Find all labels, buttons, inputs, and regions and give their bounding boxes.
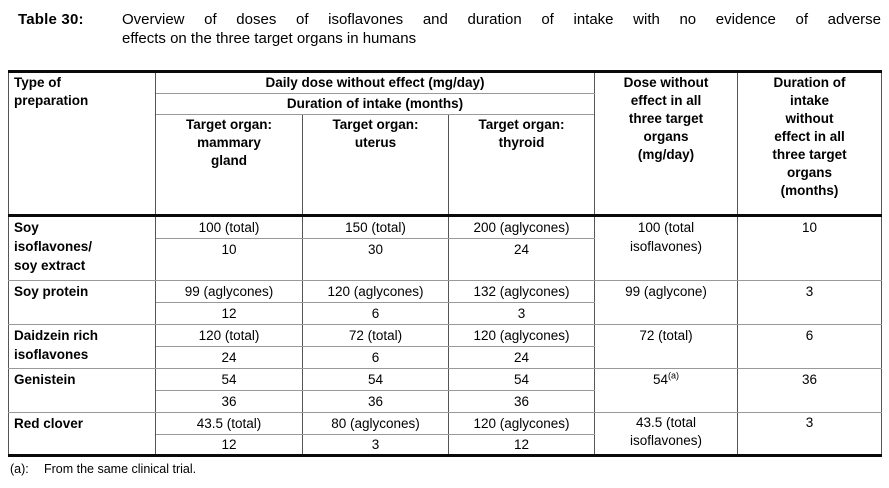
all-three-dose-cell: 72 (total) [594, 324, 738, 369]
preparation-cell: Red clover [8, 412, 156, 456]
uterus-dose-cell: 54 [302, 368, 449, 391]
all-three-duration-cell: 36 [737, 368, 882, 413]
col-header-thyroid: Target organ: thyroid [448, 114, 595, 217]
preparation-cell: Soy isoflavones/ soy extract [8, 215, 156, 281]
preparation-cell: Daidzein rich isoflavones [8, 324, 156, 369]
uterus-months-cell: 3 [302, 434, 449, 456]
col-header-all-three-dose: Dose without effect in all three target … [594, 71, 738, 217]
thyroid-dose-cell: 132 (aglycones) [448, 280, 595, 303]
all-three-dose-cell: 43.5 (total isoflavones) [594, 412, 738, 456]
thyroid-dose-cell: 120 (aglycones) [448, 412, 595, 435]
col-header-uterus: Target organ: uterus [302, 114, 449, 217]
mammary-dose-cell: 43.5 (total) [155, 412, 303, 435]
table-body: Soy isoflavones/ soy extract 100 (total)… [8, 215, 882, 456]
thyroid-dose-cell: 120 (aglycones) [448, 324, 595, 347]
mammary-months-cell: 10 [155, 238, 303, 281]
document-page: Table 30: Overview of doses of isoflavon… [0, 10, 889, 488]
table-row-months: 12 3 12 [9, 434, 882, 456]
footnote-text: From the same clinical trial. [44, 462, 197, 476]
table-row-months: 12 6 3 [9, 302, 882, 325]
caption-line-1: Overview of doses of isoflavones and dur… [122, 11, 881, 28]
thyroid-months-cell: 36 [448, 390, 595, 413]
table-row-months: 36 36 36 [9, 390, 882, 413]
all-three-duration-cell: 3 [737, 412, 882, 456]
all-three-dose-cell: 100 (total isoflavones) [594, 215, 738, 281]
uterus-dose-cell: 80 (aglycones) [302, 412, 449, 435]
mammary-months-cell: 12 [155, 434, 303, 456]
uterus-dose-cell: 72 (total) [302, 324, 449, 347]
isoflavones-dose-table: Type of preparation Daily dose without e… [8, 70, 882, 457]
table-row-dose: Genistein 54 54 54 54(a) 36 [8, 368, 882, 413]
table-row-dose: Daidzein rich isoflavones 120 (total) 72… [8, 324, 882, 369]
all-three-dose-cell: 99 (aglycone) [594, 280, 738, 325]
thyroid-months-cell: 24 [448, 346, 595, 369]
table-row-dose: Soy isoflavones/ soy extract 100 (total)… [8, 215, 882, 281]
table-footnote: (a): From the same clinical trial. [10, 461, 889, 477]
mammary-dose-cell: 99 (aglycones) [155, 280, 303, 303]
mammary-dose-cell: 120 (total) [155, 324, 303, 347]
header-row-top: Type of preparation Daily dose without e… [8, 71, 882, 217]
all-three-duration-cell: 3 [737, 280, 882, 325]
col-header-all-three-duration: Duration of intake without effect in all… [737, 71, 882, 217]
header-row-organs: Target organ: mammary gland Target organ… [9, 114, 882, 217]
col-header-type-of-preparation: Type of preparation [8, 71, 156, 217]
table-row-dose: Red clover 43.5 (total) 80 (aglycones) 1… [8, 412, 882, 456]
preparation-cell: Genistein [8, 368, 156, 413]
all-three-duration-cell: 10 [737, 215, 882, 281]
footnote-label: (a): [10, 462, 29, 476]
mammary-dose-cell: 100 (total) [155, 215, 303, 239]
thyroid-dose-cell: 54 [448, 368, 595, 391]
table-row-dose: Soy protein 99 (aglycones) 120 (aglycone… [8, 280, 882, 325]
thyroid-months-cell: 3 [448, 302, 595, 325]
thyroid-months-cell: 24 [448, 238, 595, 281]
all-three-dose-cell: 54(a) [594, 368, 738, 413]
all-three-dose-value: 54 [652, 372, 669, 387]
thyroid-dose-cell: 200 (aglycones) [448, 215, 595, 239]
mammary-months-cell: 24 [155, 346, 303, 369]
thyroid-months-cell: 12 [448, 434, 595, 456]
uterus-dose-cell: 150 (total) [302, 215, 449, 239]
caption-line-2: effects on the three target organs in hu… [122, 30, 417, 47]
mammary-months-cell: 12 [155, 302, 303, 325]
uterus-months-cell: 30 [302, 238, 449, 281]
uterus-months-cell: 6 [302, 302, 449, 325]
col-header-mammary-gland: Target organ: mammary gland [155, 114, 303, 217]
table-caption-text: Overview of doses of isoflavones and dur… [122, 10, 881, 48]
table-header: Type of preparation Daily dose without e… [8, 71, 882, 217]
col-header-daily-dose-group: Daily dose without effect (mg/day) [155, 71, 595, 94]
uterus-months-cell: 36 [302, 390, 449, 413]
uterus-dose-cell: 120 (aglycones) [302, 280, 449, 303]
table-caption: Table 30: Overview of doses of isoflavon… [18, 10, 881, 48]
mammary-months-cell: 36 [155, 390, 303, 413]
col-header-duration-group: Duration of intake (months) [155, 93, 595, 115]
table-row-months: 10 30 24 [9, 238, 882, 281]
uterus-months-cell: 6 [302, 346, 449, 369]
table-caption-label: Table 30: [18, 11, 84, 28]
preparation-cell: Soy protein [8, 280, 156, 325]
footnote-marker: (a) [668, 370, 680, 381]
mammary-dose-cell: 54 [155, 368, 303, 391]
all-three-duration-cell: 6 [737, 324, 882, 369]
